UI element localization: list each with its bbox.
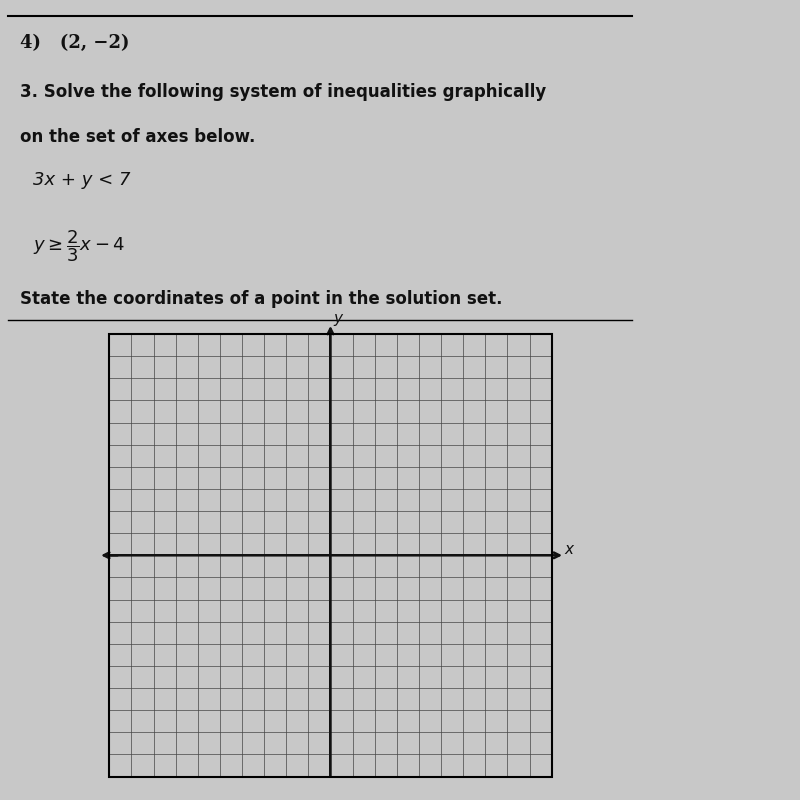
Text: $y \geq \dfrac{2}{3}x - 4$: $y \geq \dfrac{2}{3}x - 4$ xyxy=(33,229,125,265)
Text: x: x xyxy=(565,542,574,558)
Text: 3x + y < 7: 3x + y < 7 xyxy=(33,171,130,189)
Text: 3. Solve the following system of inequalities graphically: 3. Solve the following system of inequal… xyxy=(21,83,546,101)
Text: 4)   (2, −2): 4) (2, −2) xyxy=(21,34,130,52)
Text: on the set of axes below.: on the set of axes below. xyxy=(21,129,256,146)
Text: State the coordinates of a point in the solution set.: State the coordinates of a point in the … xyxy=(21,290,503,308)
Text: y: y xyxy=(334,311,342,326)
